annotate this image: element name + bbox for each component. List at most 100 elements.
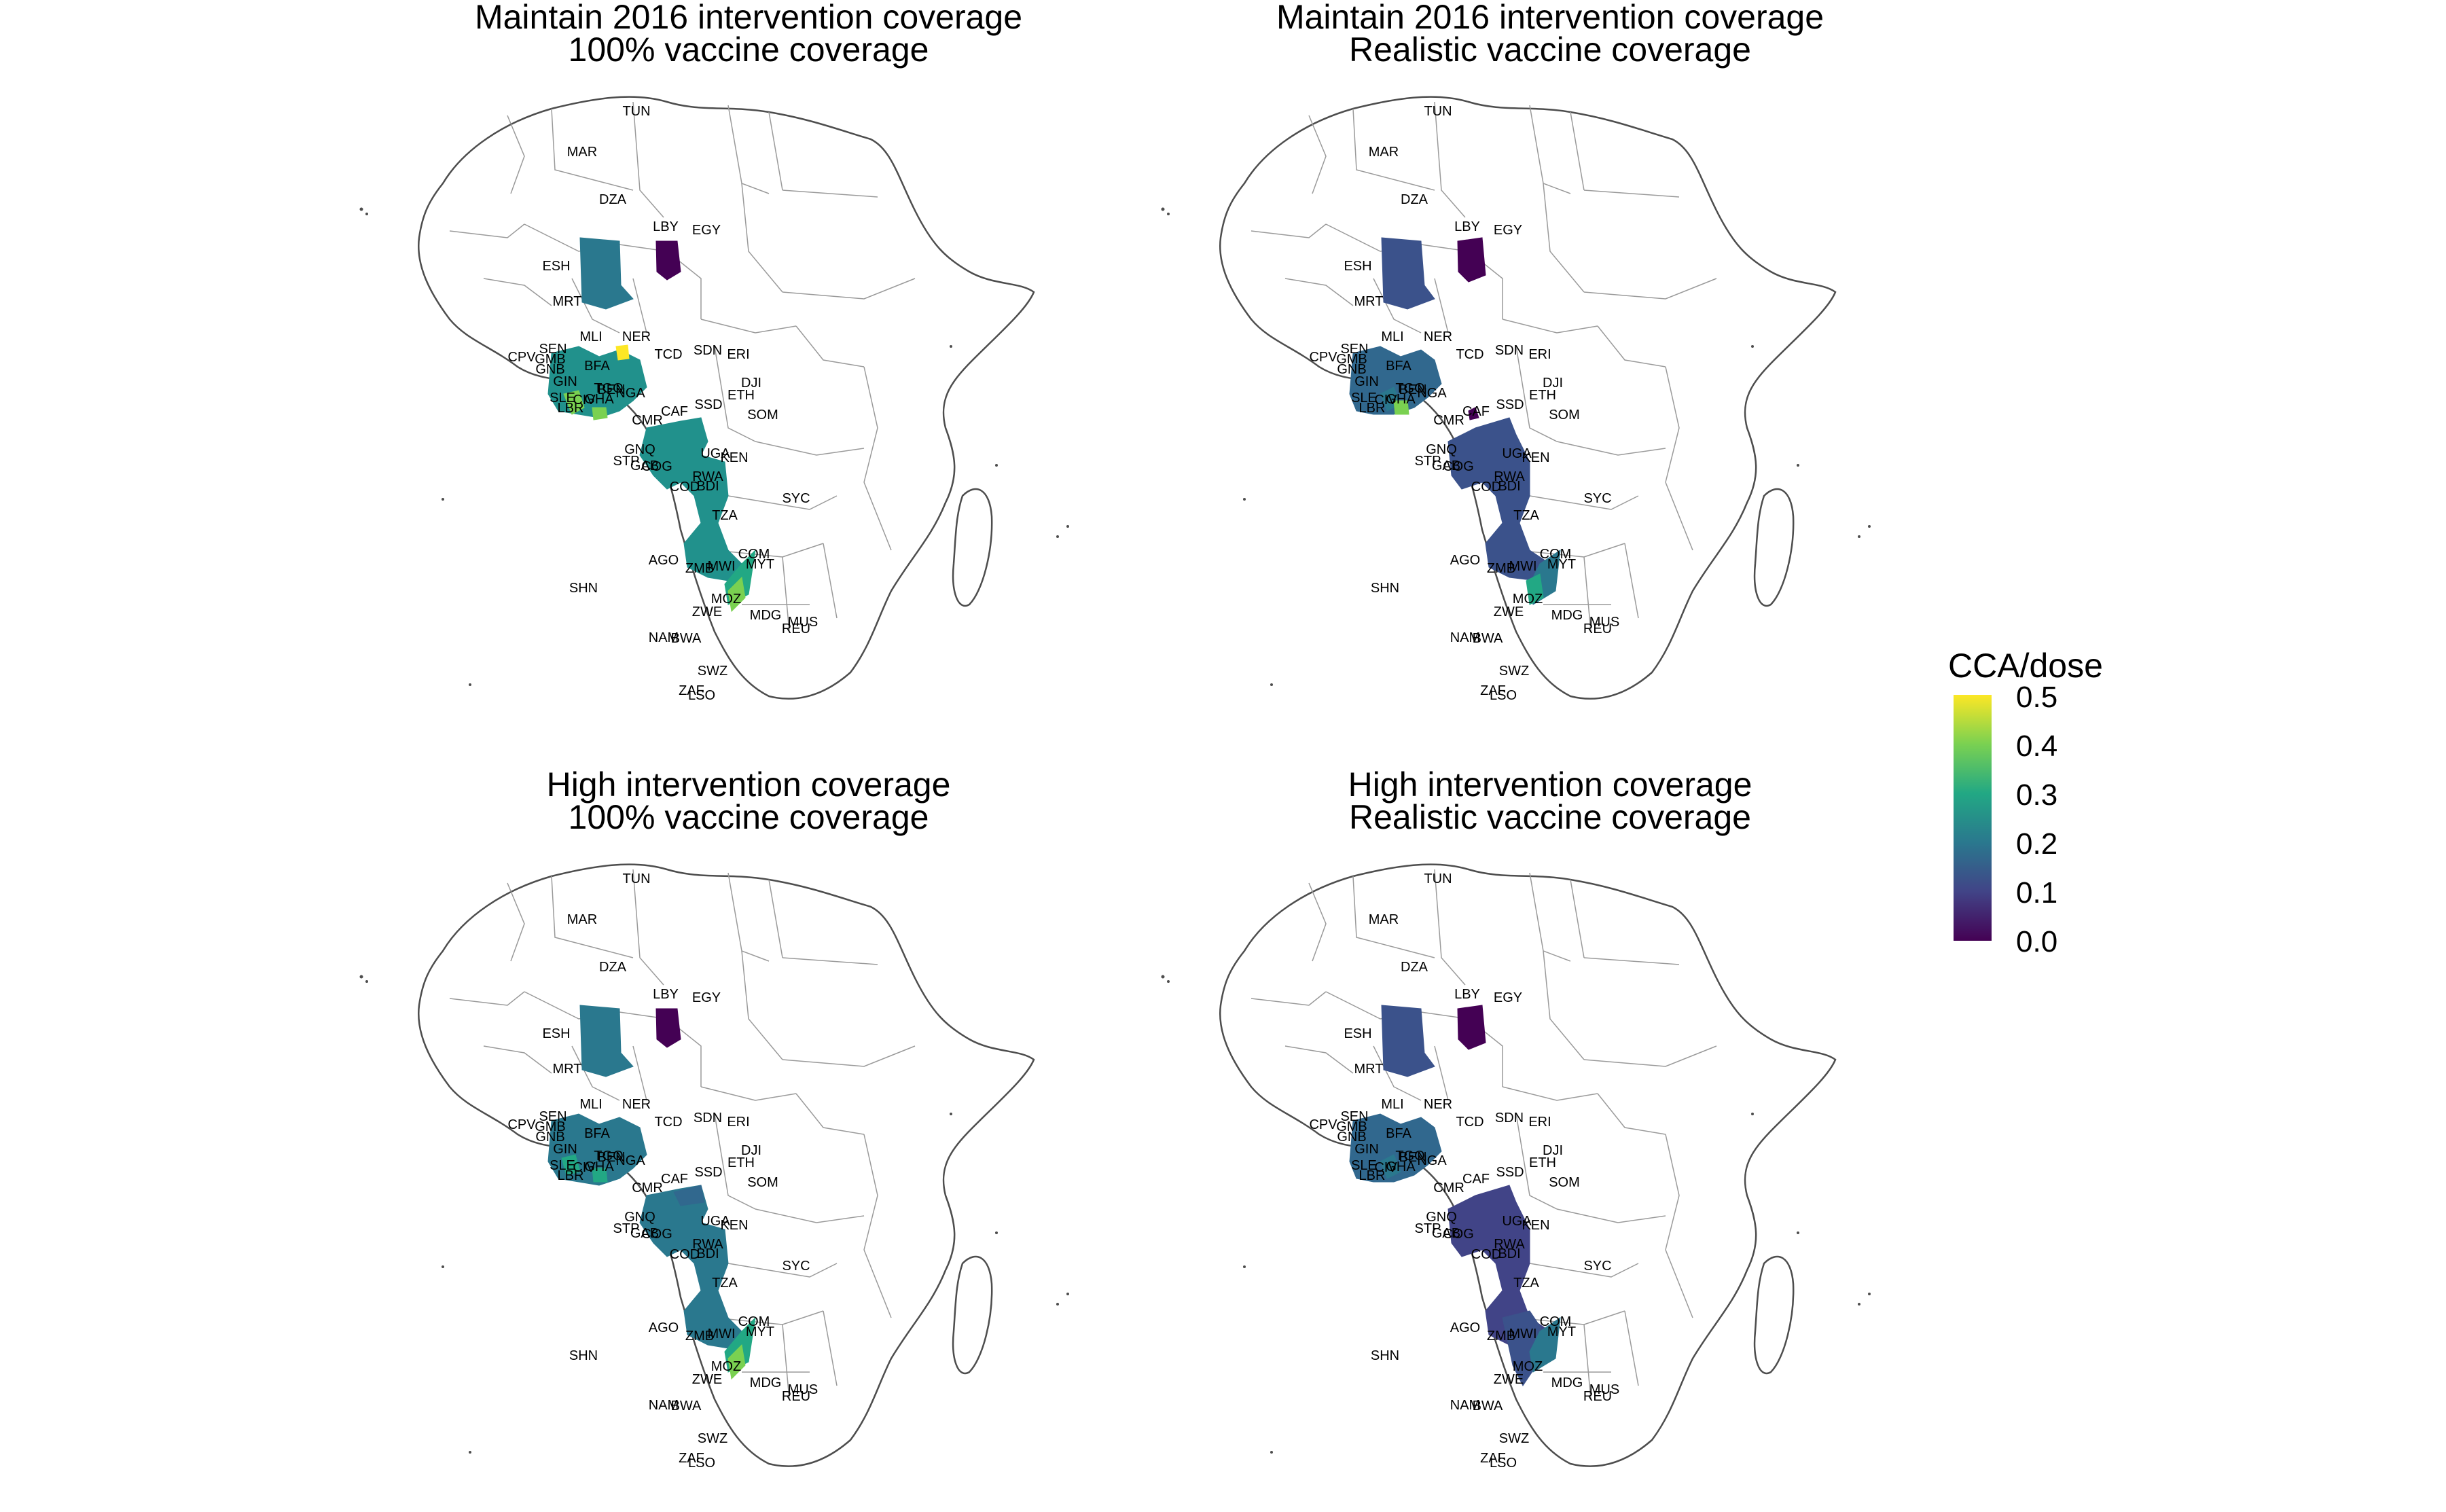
country-label: STP (1415, 1221, 1441, 1236)
country-label: MWI (707, 1327, 735, 1342)
country-label: MUS (1589, 615, 1619, 630)
country-label: GAB (630, 458, 659, 473)
country-label: COD (1471, 1247, 1501, 1262)
country-label: LSO (688, 688, 715, 703)
country-label: COM (1540, 1314, 1572, 1329)
country-label: ZAF (679, 1451, 704, 1466)
country-label: DJI (1543, 1143, 1563, 1158)
country-label: MOZ (1513, 1359, 1543, 1374)
country-label: ESH (542, 1026, 570, 1041)
country-label: MOZ (711, 592, 741, 607)
country-label: SYC (1583, 491, 1611, 506)
country-label: SDN (694, 343, 722, 358)
country-label: EGY (692, 990, 721, 1005)
country-label: MDG (1551, 1375, 1583, 1390)
country-label: RWA (692, 469, 723, 484)
coverage-region (1381, 1005, 1435, 1077)
panel-title-line1: Maintain 2016 intervention coverage (474, 0, 1023, 36)
coverage-region (592, 407, 608, 420)
country-label: NER (1424, 1097, 1452, 1112)
country-label: CAF (661, 404, 688, 419)
country-label: LBY (1454, 219, 1480, 234)
country-label: SOM (747, 1175, 778, 1190)
country-label: ESH (542, 259, 570, 274)
country-label: ETH (727, 1155, 755, 1170)
coverage-region (592, 1168, 608, 1183)
country-label: TUN (1424, 104, 1452, 119)
country-label: ERI (727, 1115, 749, 1130)
country-label: SEN (1340, 1109, 1368, 1124)
map-panel-3: High intervention coverage 100% vaccine … (348, 768, 1149, 1474)
country-label: BEN (597, 1150, 625, 1165)
country-label: MLI (579, 329, 602, 344)
coverage-region (1381, 237, 1435, 310)
legend-tick-label: 0.2 (2016, 827, 2058, 861)
country-label: GNB (535, 1130, 564, 1145)
coverage-region (1468, 407, 1479, 420)
country-label: DZA (1401, 192, 1428, 207)
country-label: GMB (535, 1119, 566, 1134)
country-label: SDN (1495, 343, 1524, 358)
country-label: SEN (539, 1109, 566, 1124)
country-label: GMB (1336, 352, 1367, 367)
country-label: NAM (1450, 630, 1480, 645)
country-label: TZA (712, 1276, 738, 1291)
country-label: KEN (1522, 450, 1549, 465)
country-label: BWA (671, 1399, 702, 1414)
country-label: SDN (694, 1111, 722, 1126)
country-label: MUS (788, 1382, 818, 1397)
country-label: CAF (1462, 1172, 1490, 1187)
country-label: ZAF (1480, 683, 1506, 698)
coverage-region (1349, 346, 1442, 415)
country-label: GNB (535, 362, 564, 377)
panel-title-line2: 100% vaccine coverage (568, 798, 929, 836)
country-label: NER (1424, 329, 1452, 344)
country-label: NER (622, 329, 651, 344)
country-label: ZAF (679, 683, 704, 698)
country-label: SDN (1495, 1111, 1524, 1126)
country-label: MYT (746, 557, 774, 572)
coverage-region (1526, 573, 1544, 605)
country-label: ETH (727, 388, 755, 403)
country-label: MDG (750, 608, 782, 623)
country-label: ZWE (1494, 1372, 1524, 1387)
country-label: EGY (692, 223, 721, 238)
country-label: SOM (1549, 1175, 1580, 1190)
country-label: SWZ (698, 664, 727, 679)
country-label: CAF (661, 1172, 688, 1187)
country-label: EGY (1494, 990, 1522, 1005)
country-label: NGA (615, 1153, 645, 1168)
country-label: SLE (1351, 391, 1377, 406)
country-label: REU (782, 1389, 810, 1404)
country-label: RWA (692, 1237, 723, 1252)
legend-tick-label: 0.1 (2016, 876, 2058, 910)
country-label: GNQ (1426, 442, 1457, 457)
country-label: ESH (1344, 259, 1371, 274)
country-label: GHA (584, 392, 614, 407)
country-label: MOZ (1513, 592, 1543, 607)
country-label: CMR (632, 413, 663, 428)
country-label: GAB (630, 1226, 659, 1241)
country-label: CPV (507, 1117, 536, 1132)
panel-title-line1: Maintain 2016 intervention coverage (1276, 0, 1824, 36)
country-label: SYC (782, 1259, 810, 1274)
country-label: DZA (599, 960, 627, 975)
country-label: BWA (671, 631, 702, 646)
country-label: GNB (1337, 362, 1366, 377)
country-label: REU (782, 622, 810, 636)
country-label: CPV (1309, 1117, 1337, 1132)
country-label: MRT (553, 294, 582, 309)
country-label: ETH (1529, 1155, 1556, 1170)
country-label: TGO (1395, 1149, 1424, 1164)
country-label: MRT (1354, 294, 1384, 309)
country-label: KEN (1522, 1218, 1549, 1233)
map-panel-1: Maintain 2016 intervention coverage 100%… (348, 0, 1149, 706)
country-label: MLI (1381, 329, 1403, 344)
country-label: ZAF (1480, 1451, 1506, 1466)
country-label: CMR (1433, 413, 1464, 428)
country-label: TZA (1513, 508, 1539, 523)
country-label: GMB (1336, 1119, 1367, 1134)
country-label: ZMB (1487, 1329, 1515, 1344)
